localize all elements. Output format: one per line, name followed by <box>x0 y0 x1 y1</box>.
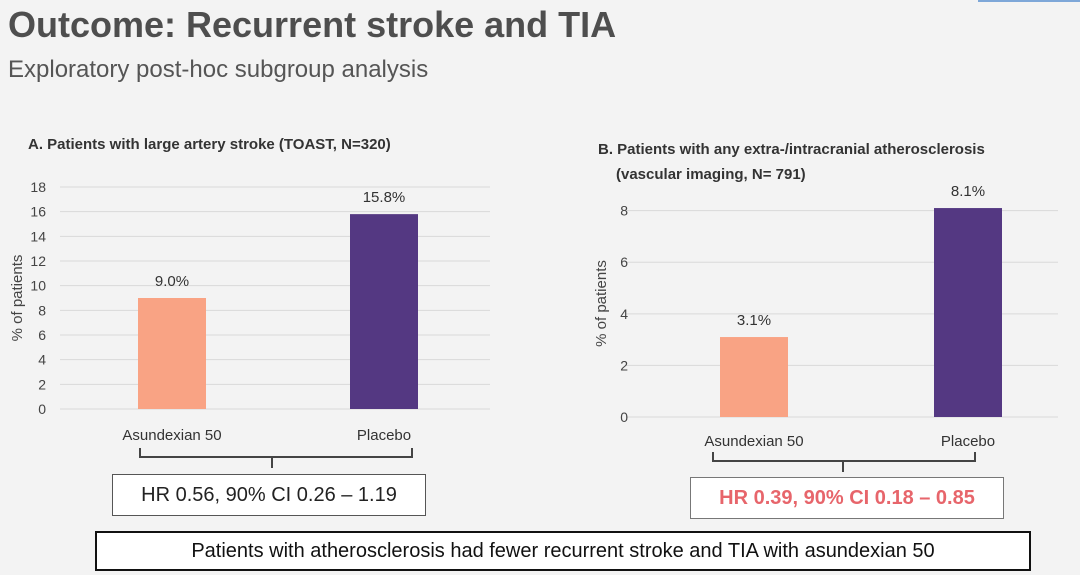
chart-a-y-tick-label: 4 <box>38 352 46 368</box>
conclusion-box: Patients with atherosclerosis had fewer … <box>95 531 1031 571</box>
chart-a-comparison-bracket <box>139 448 413 468</box>
chart-a-data-label: 9.0% <box>155 273 189 290</box>
chart-a-y-tick-label: 8 <box>38 302 46 318</box>
chart-a-title: A. Patients with large artery stroke (TO… <box>28 136 391 153</box>
chart-a-category-label: Placebo <box>357 427 411 444</box>
hazard-ratio-box-a: HR 0.56, 90% CI 0.26 – 1.19 <box>112 474 426 516</box>
hazard-ratio-box-b: HR 0.39, 90% CI 0.18 – 0.85 <box>690 477 1004 519</box>
chart-b-title-line-2: (vascular imaging, N= 791) <box>616 166 806 183</box>
chart-a-y-tick-label: 6 <box>38 327 46 343</box>
chart-b-bar-placebo <box>934 208 1002 417</box>
chart-a-y-tick-label: 0 <box>38 401 46 417</box>
chart-b-y-tick-label: 4 <box>620 306 628 322</box>
chart-b-y-axis-label: % of patients <box>593 260 610 347</box>
chart-a-y-tick-label: 2 <box>38 376 46 392</box>
chart-b-data-label: 3.1% <box>737 312 771 329</box>
chart-b-title-line-1: B. Patients with any extra-/intracranial… <box>598 141 985 158</box>
chart-a-data-label: 15.8% <box>363 189 406 206</box>
chart-b-category-label: Placebo <box>941 433 995 450</box>
chart-a-y-tick-label: 10 <box>30 278 46 294</box>
chart-b-y-tick-label: 6 <box>620 254 628 270</box>
chart-a-y-tick-label: 12 <box>30 253 46 269</box>
chart-a-bar-placebo <box>350 214 418 409</box>
chart-b-comparison-bracket <box>712 452 976 472</box>
slide-subtitle: Exploratory post-hoc subgroup analysis <box>8 56 429 83</box>
chart-b-y-tick-label: 2 <box>620 357 628 373</box>
slide-title: Outcome: Recurrent stroke and TIA <box>8 4 617 45</box>
corner-accent-line <box>978 0 1080 2</box>
chart-b-category-label: Asundexian 50 <box>704 433 803 450</box>
chart-a-category-label: Asundexian 50 <box>122 427 221 444</box>
chart-a-bar-asundexian <box>138 298 206 409</box>
chart-b-data-label: 8.1% <box>951 183 985 200</box>
chart-a-y-axis-label: % of patients <box>9 255 26 342</box>
chart-a-y-tick-label: 16 <box>30 204 46 220</box>
chart-b-y-tick-label: 0 <box>620 409 628 425</box>
chart-b-y-tick-label: 8 <box>620 203 628 219</box>
chart-b-bar-asundexian <box>720 337 788 417</box>
chart-a-y-tick-label: 18 <box>30 179 46 195</box>
chart-a-y-tick-label: 14 <box>30 228 46 244</box>
